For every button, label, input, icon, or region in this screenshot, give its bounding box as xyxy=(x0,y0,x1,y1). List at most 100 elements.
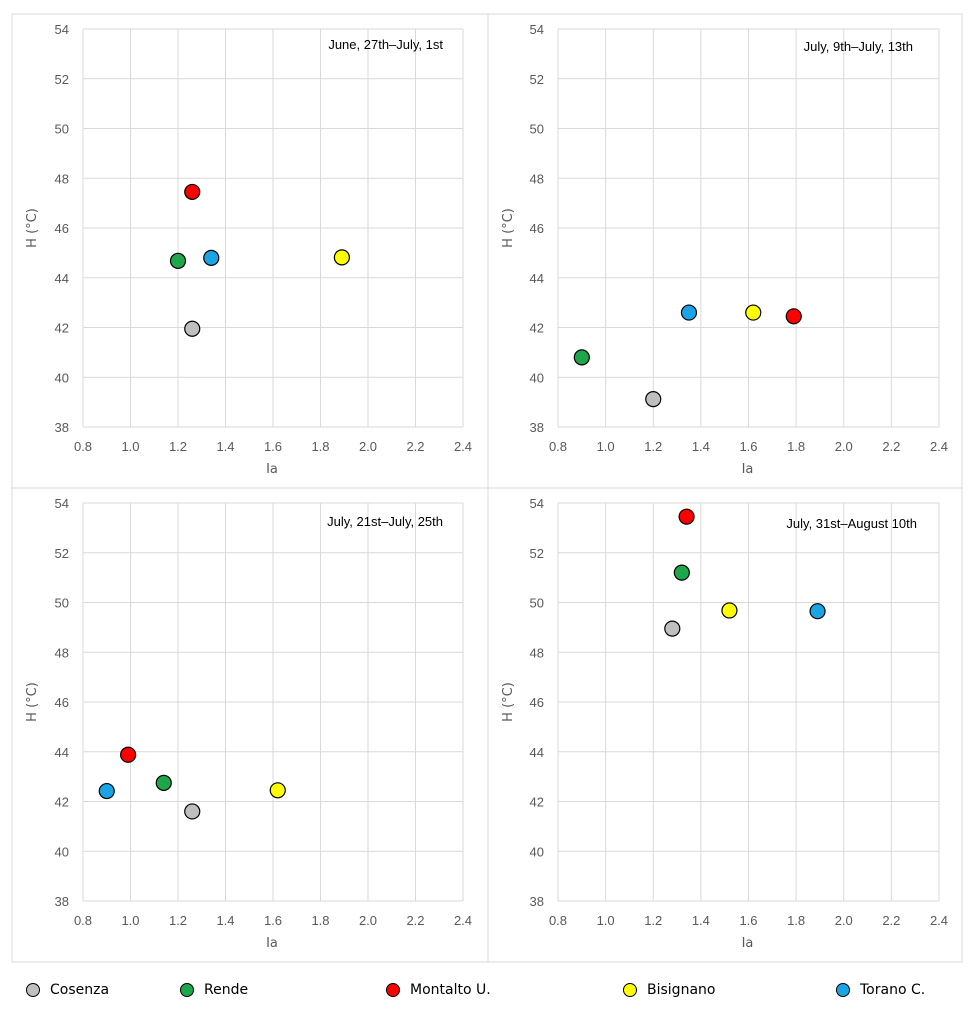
y-tick-label: 38 xyxy=(530,420,544,435)
chart-panel-4: 0.8 1.0 1.2 1.4 1.6 1.8 2.0 2.2 2.4 38 40 42 44 46 48 5… xyxy=(487,487,963,963)
x-tick-label: 1.0 xyxy=(597,913,615,928)
y-tick-label: 50 xyxy=(530,596,544,611)
data-point-cosenza xyxy=(664,620,681,637)
x-tick-label: 1.6 xyxy=(739,913,757,928)
legend-label: Torano C. xyxy=(860,982,926,998)
legend-marker-icon xyxy=(623,983,637,997)
data-point-bisignano xyxy=(721,602,738,619)
y-tick-label: 44 xyxy=(55,745,69,760)
x-tick-label: 1.4 xyxy=(216,439,234,454)
x-tick-label: 1.8 xyxy=(311,439,329,454)
data-point-cosenza xyxy=(184,803,201,820)
chart-panel-3: 0.8 1.0 1.2 1.4 1.6 1.8 2.0 2.2 2.4 38 40 42 44 46 48 5… xyxy=(11,487,489,963)
x-tick-label: 1.2 xyxy=(644,913,662,928)
x-tick-label: 2.0 xyxy=(835,439,853,454)
data-point-torano-c xyxy=(203,249,220,266)
chart-panel-1: 0.8 1.0 1.2 1.4 1.6 1.8 2.0 2.2 2.4 38 40 42 44 46 48 5… xyxy=(11,13,489,489)
y-tick-label: 48 xyxy=(530,171,544,186)
y-tick-label: 44 xyxy=(55,271,69,286)
data-point-rende xyxy=(155,774,172,791)
legend-marker-icon xyxy=(836,983,850,997)
x-tick-label: 2.2 xyxy=(406,439,424,454)
y-tick-label: 50 xyxy=(530,122,544,137)
legend-label: Cosenza xyxy=(50,982,110,998)
y-tick-label: 42 xyxy=(530,321,544,336)
legend-item: Rende xyxy=(180,980,248,1000)
x-tick-label: 1.8 xyxy=(787,439,805,454)
legend-label: Bisignano xyxy=(647,982,716,998)
y-tick-label: 46 xyxy=(530,221,544,236)
chart-frame xyxy=(11,487,489,963)
x-tick-label: 0.8 xyxy=(549,439,567,454)
y-tick-label: 42 xyxy=(55,321,69,336)
data-point-bisignano xyxy=(269,782,286,799)
x-tick-label: 2.2 xyxy=(882,913,900,928)
y-tick-label: 40 xyxy=(530,844,544,859)
charts-grid: 0.8 1.0 1.2 1.4 1.6 1.8 2.0 2.2 2.4 38 40 42 44 46 48 5… xyxy=(11,13,963,963)
y-tick-label: 52 xyxy=(530,72,544,87)
x-axis-label: Ia xyxy=(266,936,278,951)
x-tick-label: 1.8 xyxy=(787,913,805,928)
data-point-torano-c xyxy=(809,603,826,620)
y-tick-label: 46 xyxy=(55,221,69,236)
y-tick-label: 54 xyxy=(530,496,544,511)
data-point-torano-c xyxy=(98,782,115,800)
data-point-montalto-u xyxy=(785,308,802,325)
y-axis-label: H (°C) xyxy=(501,682,516,722)
y-tick-label: 46 xyxy=(530,695,544,710)
x-tick-label: 1.6 xyxy=(264,439,282,454)
legend-item: Montalto U. xyxy=(386,980,491,1000)
y-tick-label: 40 xyxy=(530,370,544,385)
x-tick-label: 1.6 xyxy=(264,913,282,928)
legend: Cosenza Rende Montalto U. Bisignano Torano C… xyxy=(0,970,974,1010)
chart-frame xyxy=(487,487,963,963)
y-tick-label: 48 xyxy=(530,645,544,660)
x-tick-label: 2.0 xyxy=(359,439,377,454)
y-tick-label: 54 xyxy=(55,496,69,511)
chart-panel-2: 0.8 1.0 1.2 1.4 1.6 1.8 2.0 2.2 2.4 38 40 42 44 46 48 5… xyxy=(487,13,963,489)
x-axis-label: Ia xyxy=(742,462,754,477)
data-point-bisignano xyxy=(745,304,762,321)
y-axis-label: H (°C) xyxy=(501,208,516,248)
x-tick-label: 1.2 xyxy=(169,439,187,454)
x-axis-label: Ia xyxy=(742,936,754,951)
y-tick-label: 52 xyxy=(55,546,69,561)
y-tick-label: 48 xyxy=(55,171,69,186)
y-tick-label: 48 xyxy=(55,645,69,660)
x-tick-label: 0.8 xyxy=(74,439,92,454)
y-tick-label: 54 xyxy=(530,22,544,37)
x-tick-label: 2.4 xyxy=(454,913,472,928)
x-tick-label: 2.4 xyxy=(930,913,948,928)
x-axis-label: Ia xyxy=(266,462,278,477)
y-tick-label: 46 xyxy=(55,695,69,710)
legend-marker-icon xyxy=(180,983,194,997)
chart-title: July, 9th–July, 13th xyxy=(804,39,913,54)
y-tick-label: 38 xyxy=(530,894,544,909)
chart-frame xyxy=(11,13,489,489)
data-point-rende xyxy=(169,252,187,269)
legend-item: Cosenza xyxy=(26,980,109,1000)
x-tick-label: 1.0 xyxy=(121,439,139,454)
y-tick-label: 42 xyxy=(530,795,544,810)
x-tick-label: 1.4 xyxy=(692,439,710,454)
legend-label: Rende xyxy=(204,982,249,998)
legend-item: Torano C. xyxy=(836,980,925,1000)
y-tick-label: 38 xyxy=(55,420,69,435)
y-tick-label: 40 xyxy=(55,844,69,859)
x-tick-label: 1.0 xyxy=(597,439,615,454)
y-tick-label: 52 xyxy=(530,546,544,561)
x-tick-label: 1.6 xyxy=(739,439,757,454)
y-tick-label: 52 xyxy=(55,72,69,87)
y-axis-label: H (°C) xyxy=(25,682,40,722)
x-tick-label: 0.8 xyxy=(549,913,567,928)
x-tick-label: 2.0 xyxy=(835,913,853,928)
y-tick-label: 40 xyxy=(55,370,69,385)
x-tick-label: 1.2 xyxy=(644,439,662,454)
data-point-torano-c xyxy=(680,304,698,321)
y-tick-label: 38 xyxy=(55,894,69,909)
legend-marker-icon xyxy=(26,983,40,997)
y-tick-label: 50 xyxy=(55,122,69,137)
y-tick-label: 42 xyxy=(55,795,69,810)
legend-item: Bisignano xyxy=(623,980,715,1000)
x-tick-label: 1.8 xyxy=(311,913,329,928)
